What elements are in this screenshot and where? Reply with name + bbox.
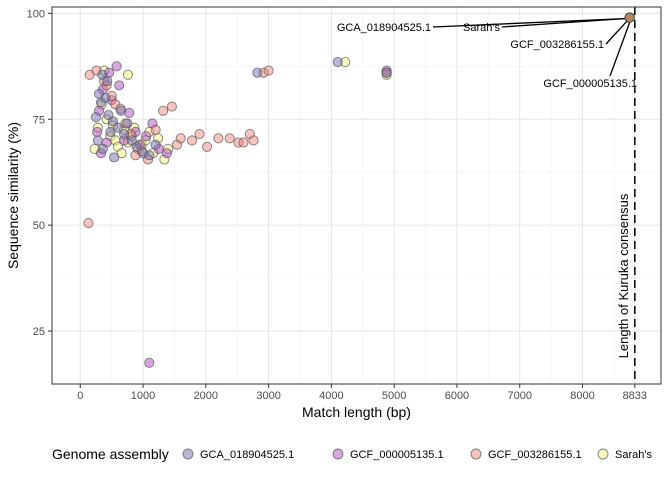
plot-panel-border [51,6,662,385]
annotations: GCA_018904525.1 Sarah's GCF_003286155.1 GCF… [337,17,637,90]
annotation-leader [605,21,628,45]
annotation-leader [501,17,625,28]
y-axis-title: Sequence similarity (%) [5,122,21,269]
point-gca-018904525-1 [119,129,130,140]
data-points [83,12,635,368]
legend-title: Genome assembly [52,446,169,462]
point-gcf-000005135-1 [144,357,155,368]
point-gcf-003286155-1 [150,124,161,135]
point-gcf-003286155-1 [224,133,235,144]
annotation-label: GCA_018904525.1 [337,22,431,34]
point-gca-018904525-1 [131,141,142,152]
x-tick-label: 6000 [445,390,469,402]
x-tick-label: 8000 [570,390,594,402]
point-gca-018904525-1 [252,67,263,78]
x-tick-label: 1000 [131,390,155,402]
point-gca-018904525-1 [150,139,161,150]
annotation-label: Sarah's [463,22,500,34]
point-overlap [624,12,635,23]
point-gca-018904525-1 [116,105,127,116]
point-gcf-003286155-1 [83,217,94,229]
point-gca-018904525-1 [144,150,155,161]
major-gridlines [52,7,661,384]
point-gca-018904525-1 [122,118,133,129]
x-tick-label: 5000 [382,390,406,402]
point-sarah-s [116,148,127,159]
point-gcf-003286155-1 [248,135,259,146]
point-gca-018904525-1 [100,93,111,104]
x-tick-label: 0 [77,390,83,402]
annotation-label: GCF_003286155.1 [510,39,604,51]
point-gcf-003286155-1 [194,129,205,140]
annotation-leader [609,22,631,77]
legend-label-gcf-003286155-1: GCF_003286155.1 [488,449,582,461]
point-gcf-000005135-1 [141,131,152,142]
x-axis-title: Match length (bp) [302,404,411,420]
legend: Genome assembly GCA_018904525.1 GCF_00000… [52,446,652,462]
point-gca-018904525-1 [90,112,101,123]
point-gcf-003286155-1 [238,137,249,148]
point-gca-018904525-1 [381,67,392,78]
x-axis: 0 1000 2000 3000 4000 5000 6000 7000 8000 8833 [77,384,647,402]
point-gcf-003286155-1 [186,135,198,146]
point-gcf-003286155-1 [158,105,169,116]
point-gcf-003286155-1 [202,141,213,152]
point-gcf-000005135-1 [92,126,103,138]
point-gcf-000005135-1 [111,61,122,72]
y-tick-label: 100 [27,8,45,20]
legend-label-sarah-s: Sarah's [615,449,652,461]
y-tick-label: 50 [33,220,45,232]
legend-swatch-gca-018904525-1 [182,448,194,460]
y-tick-label: 75 [33,114,45,126]
x-tick-label: 2000 [194,390,218,402]
annotation-label: GCF_000005135.1 [543,78,637,90]
reference-line: Length of Kuruka consensus [616,7,636,384]
minor-gridlines [52,7,661,384]
x-tick-label: 7000 [507,390,531,402]
point-gca-018904525-1 [332,57,343,68]
point-gcf-003286155-1 [263,65,274,76]
legend-swatch-gcf-003286155-1 [470,448,482,460]
legend-label-gca-018904525-1: GCA_018904525.1 [200,449,294,461]
point-gcf-003286155-1 [166,101,177,112]
point-gca-018904525-1 [92,135,103,146]
legend-swatch-gcf-000005135-1 [332,448,344,460]
point-gcf-003286155-1 [213,133,224,144]
x-tick-label: 8833 [623,390,647,402]
point-gca-018904525-1 [112,122,123,133]
point-gcf-000005135-1 [161,148,172,159]
reference-line-label: Length of Kuruka consensus [616,193,631,358]
point-gcf-000005135-1 [124,107,135,118]
legend-label-gcf-000005135-1: GCF_000005135.1 [350,449,444,461]
point-gca-018904525-1 [97,143,108,154]
x-tick-label: 3000 [256,390,280,402]
annotation-leader [432,17,625,28]
x-tick-label: 4000 [319,390,343,402]
point-gca-018904525-1 [109,152,120,163]
point-gcf-003286155-1 [175,133,186,144]
point-gca-018904525-1 [102,76,113,87]
y-tick-label: 25 [33,326,45,338]
legend-swatch-sarah-s [597,448,609,460]
point-gcf-000005135-1 [114,80,125,91]
point-gca-018904525-1 [105,126,116,138]
point-sarah-s [122,69,134,80]
y-axis: 25 50 75 100 [27,8,52,338]
